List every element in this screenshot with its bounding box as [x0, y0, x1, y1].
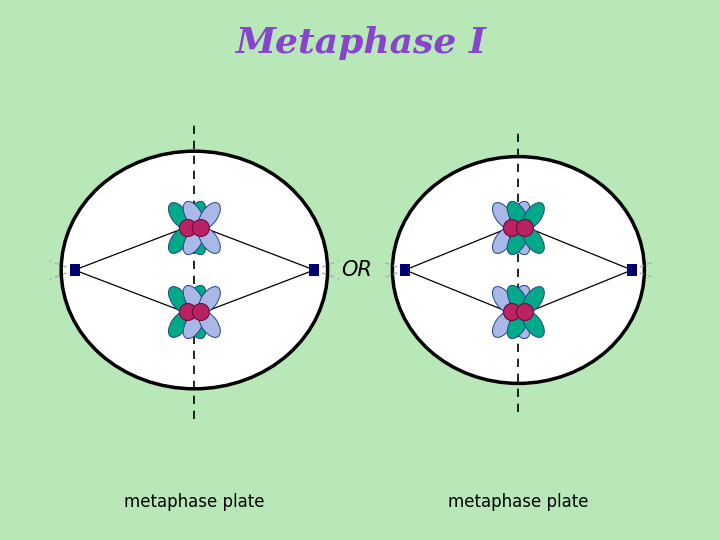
- Circle shape: [503, 303, 521, 321]
- Text: Metaphase I: Metaphase I: [235, 26, 485, 60]
- Ellipse shape: [492, 287, 514, 313]
- Ellipse shape: [183, 227, 204, 254]
- Ellipse shape: [507, 201, 528, 228]
- Circle shape: [179, 219, 197, 237]
- Bar: [70, 264, 79, 270]
- Text: OR: OR: [341, 260, 372, 280]
- Bar: [310, 270, 319, 276]
- Ellipse shape: [168, 287, 190, 313]
- Ellipse shape: [507, 286, 528, 313]
- Ellipse shape: [492, 202, 514, 229]
- Ellipse shape: [392, 157, 644, 383]
- Ellipse shape: [168, 202, 190, 229]
- Bar: [70, 270, 79, 276]
- Ellipse shape: [183, 201, 204, 228]
- Circle shape: [503, 219, 521, 237]
- Bar: [310, 264, 319, 270]
- Ellipse shape: [185, 201, 206, 228]
- Ellipse shape: [185, 286, 206, 313]
- Ellipse shape: [507, 312, 528, 339]
- Circle shape: [192, 219, 210, 237]
- Ellipse shape: [61, 151, 328, 389]
- Ellipse shape: [183, 286, 204, 313]
- Ellipse shape: [509, 312, 530, 339]
- Circle shape: [516, 303, 534, 321]
- Ellipse shape: [199, 311, 220, 338]
- Ellipse shape: [509, 286, 530, 313]
- Ellipse shape: [199, 227, 220, 253]
- Ellipse shape: [492, 227, 514, 253]
- Bar: [400, 270, 410, 276]
- Bar: [627, 264, 636, 270]
- Ellipse shape: [185, 312, 206, 339]
- Ellipse shape: [523, 227, 544, 253]
- Ellipse shape: [509, 201, 530, 228]
- Circle shape: [179, 303, 197, 321]
- Circle shape: [516, 219, 534, 237]
- Ellipse shape: [185, 227, 206, 254]
- Circle shape: [192, 303, 210, 321]
- Bar: [627, 270, 636, 276]
- Ellipse shape: [168, 311, 190, 338]
- Ellipse shape: [199, 202, 220, 229]
- Text: metaphase plate: metaphase plate: [124, 493, 265, 511]
- Ellipse shape: [507, 227, 528, 254]
- Ellipse shape: [523, 311, 544, 338]
- Ellipse shape: [183, 312, 204, 339]
- Ellipse shape: [509, 227, 530, 254]
- Ellipse shape: [523, 287, 544, 313]
- Ellipse shape: [523, 202, 544, 229]
- Ellipse shape: [492, 311, 514, 338]
- Ellipse shape: [199, 287, 220, 313]
- Text: metaphase plate: metaphase plate: [448, 493, 589, 511]
- Bar: [400, 264, 410, 270]
- Ellipse shape: [168, 227, 190, 253]
